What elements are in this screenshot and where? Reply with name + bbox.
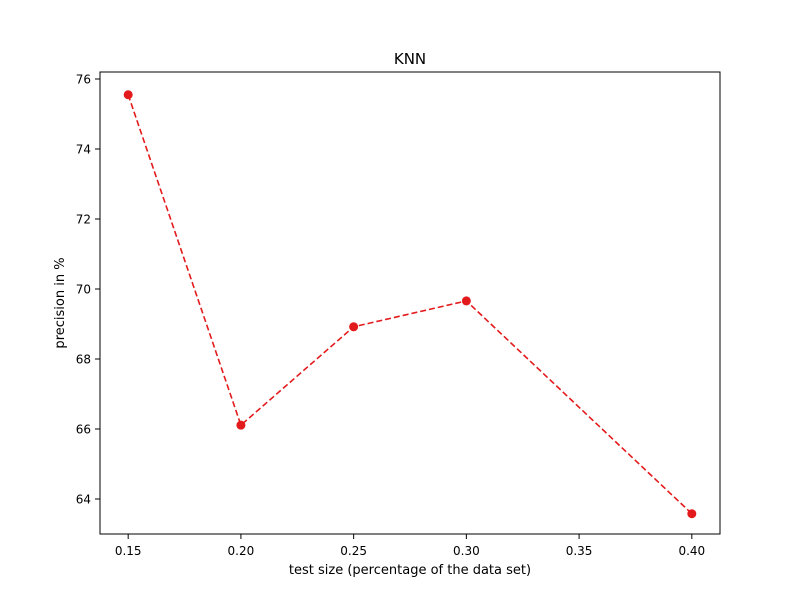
x-axis-label: test size (percentage of the data set) [289,563,531,578]
y-tick-label: 74 [76,143,91,157]
axes: 0.15 0.20 0.25 0.30 0.35 0.40 64 66 68 70 72 74 76 [76,73,705,559]
y-axis-label: precision in % [53,257,68,348]
y-tick-label: 68 [76,353,91,367]
data-point [349,322,359,332]
chart-title: KNN [394,50,426,68]
data-point [123,90,133,100]
x-tick-label: 0.15 [115,544,142,558]
data-point [461,296,471,306]
x-tick-label: 0.20 [228,544,255,558]
data-point [687,509,697,519]
data-point [236,420,246,430]
y-tick-label: 64 [76,493,91,507]
series-layer [123,90,697,519]
y-tick-label: 76 [76,73,91,87]
y-tick-label: 72 [76,213,91,227]
y-tick-label: 66 [76,423,91,437]
x-tick-label: 0.25 [340,544,367,558]
plot-frame [99,71,721,535]
x-tick-label: 0.30 [453,544,480,558]
x-tick-label: 0.35 [566,544,593,558]
x-tick-label: 0.40 [678,544,705,558]
y-tick-label: 70 [76,283,91,297]
